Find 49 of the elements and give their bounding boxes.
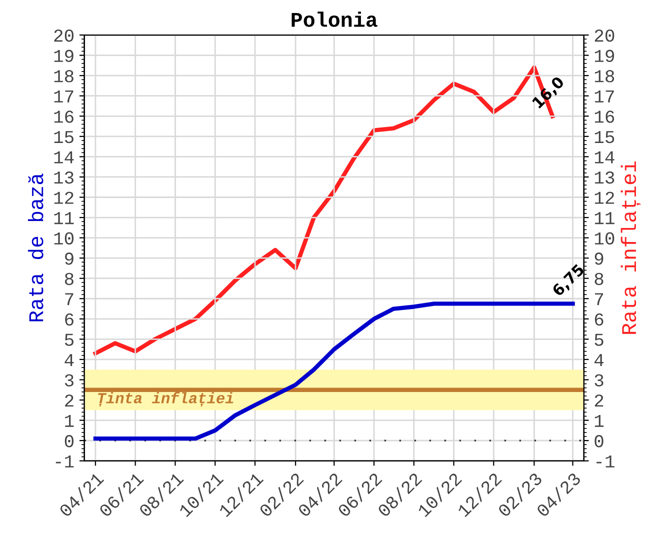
y-tick-label: 4 bbox=[64, 354, 74, 366]
y2-tick-label: 13 bbox=[594, 171, 614, 184]
y2-tick-label: 3 bbox=[594, 374, 604, 386]
y2-tick-label: 16 bbox=[594, 110, 614, 123]
y-tick-label: 6 bbox=[65, 313, 74, 326]
ref-line-label: Ținta inflației bbox=[98, 392, 234, 407]
chart-title: Polonia bbox=[292, 12, 378, 27]
y2-tick-label: 15 bbox=[594, 131, 614, 144]
y-axis-title: Rata de bază bbox=[28, 174, 44, 322]
y-tick-label: 17 bbox=[54, 90, 74, 102]
y-tick-label: 12 bbox=[54, 192, 74, 204]
y2-tick-label: 5 bbox=[594, 334, 604, 346]
y-tick-label: 18 bbox=[54, 70, 74, 82]
y-tick-label: 3 bbox=[64, 374, 74, 386]
y-tick-label: 13 bbox=[54, 171, 74, 184]
y2-tick-label: 18 bbox=[594, 70, 614, 82]
y-tick-label: 2 bbox=[65, 394, 74, 407]
y-tick-label: 5 bbox=[64, 334, 74, 346]
y2-axis-title: Rata inflației bbox=[620, 161, 641, 334]
y2-tick-label: 9 bbox=[594, 252, 604, 265]
y2-tick-label: 12 bbox=[594, 192, 614, 204]
y2-tick-label: 14 bbox=[594, 151, 614, 164]
y-tick-label: 8 bbox=[64, 272, 74, 286]
y2-tick-label: 0 bbox=[594, 435, 604, 448]
y-tick-label: 9 bbox=[65, 252, 74, 265]
y-tick-label: 15 bbox=[54, 131, 74, 144]
y-tick-label: 16 bbox=[54, 110, 74, 123]
line-series bbox=[93, 302, 575, 441]
y-tick-label: 1 bbox=[65, 414, 74, 427]
y2-tick-label: 19 bbox=[594, 50, 614, 62]
y2-tick-label: 10 bbox=[594, 232, 614, 245]
y-tick-label: 19 bbox=[54, 50, 74, 62]
y-tick-label: 7 bbox=[65, 293, 74, 306]
y-tick-label: 20 bbox=[54, 30, 74, 42]
y-tick-label: 14 bbox=[54, 151, 74, 164]
y-tick-label: 10 bbox=[54, 232, 74, 245]
y-tick-label: -1 bbox=[56, 455, 74, 468]
y-tick-label: 0 bbox=[64, 435, 74, 448]
y2-tick-label: 17 bbox=[594, 90, 614, 102]
y2-tick-label: 1 bbox=[594, 414, 604, 427]
y2-tick-label: 6 bbox=[594, 313, 604, 326]
y2-tick-label: 8 bbox=[594, 272, 604, 286]
y2-tick-label: 2 bbox=[594, 394, 604, 407]
y-tick-label: 11 bbox=[54, 212, 74, 224]
y2-tick-label: 11 bbox=[594, 212, 614, 224]
y2-tick-label: 4 bbox=[594, 354, 604, 366]
y2-tick-label: 20 bbox=[594, 30, 614, 42]
y2-tick-label: -1 bbox=[596, 455, 614, 468]
y2-tick-label: 7 bbox=[594, 293, 604, 306]
